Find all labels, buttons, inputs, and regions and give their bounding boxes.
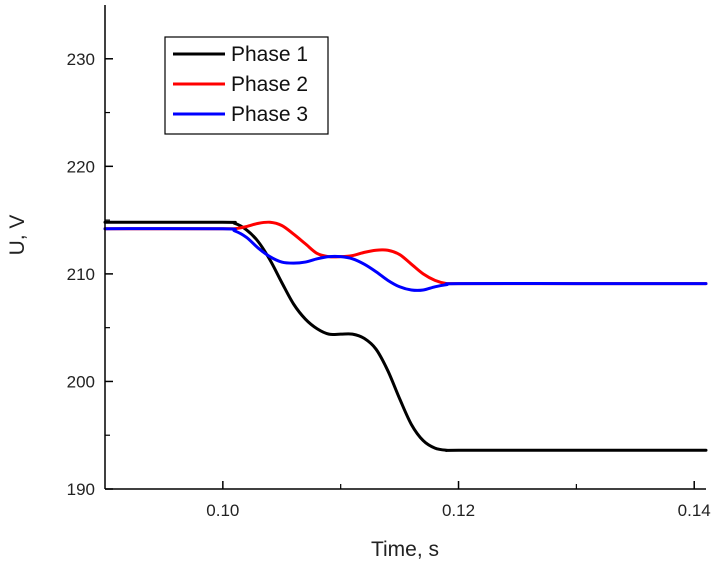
y-tick-label: 200: [67, 372, 95, 391]
x-tick-label: 0.14: [678, 501, 711, 520]
series-layer: [103, 220, 708, 452]
ticks-layer: 190 200 210 220 230 0.10 0.12 0.14: [67, 50, 711, 520]
legend-label-phase-1: Phase 1: [231, 43, 308, 66]
series-line-phase-2: [103, 220, 708, 286]
legend-label-phase-2: Phase 2: [231, 73, 308, 96]
x-tick-label: 0.10: [206, 501, 239, 520]
x-axis-title: Time, s: [371, 538, 439, 561]
y-axis-title: U, V: [6, 215, 29, 256]
y-tick-label: 190: [67, 480, 95, 499]
y-tick-label: 210: [67, 265, 95, 284]
series-line-phase-1: [103, 220, 708, 452]
legend-label-phase-3: Phase 3: [231, 103, 308, 126]
axes-layer: [104, 5, 706, 490]
x-tick-label: 0.12: [442, 501, 475, 520]
y-tick-label: 230: [67, 50, 95, 69]
series-line-phase-3: [103, 227, 708, 292]
y-tick-label: 220: [67, 157, 95, 176]
legend: Phase 1 Phase 2 Phase 3: [164, 36, 329, 135]
